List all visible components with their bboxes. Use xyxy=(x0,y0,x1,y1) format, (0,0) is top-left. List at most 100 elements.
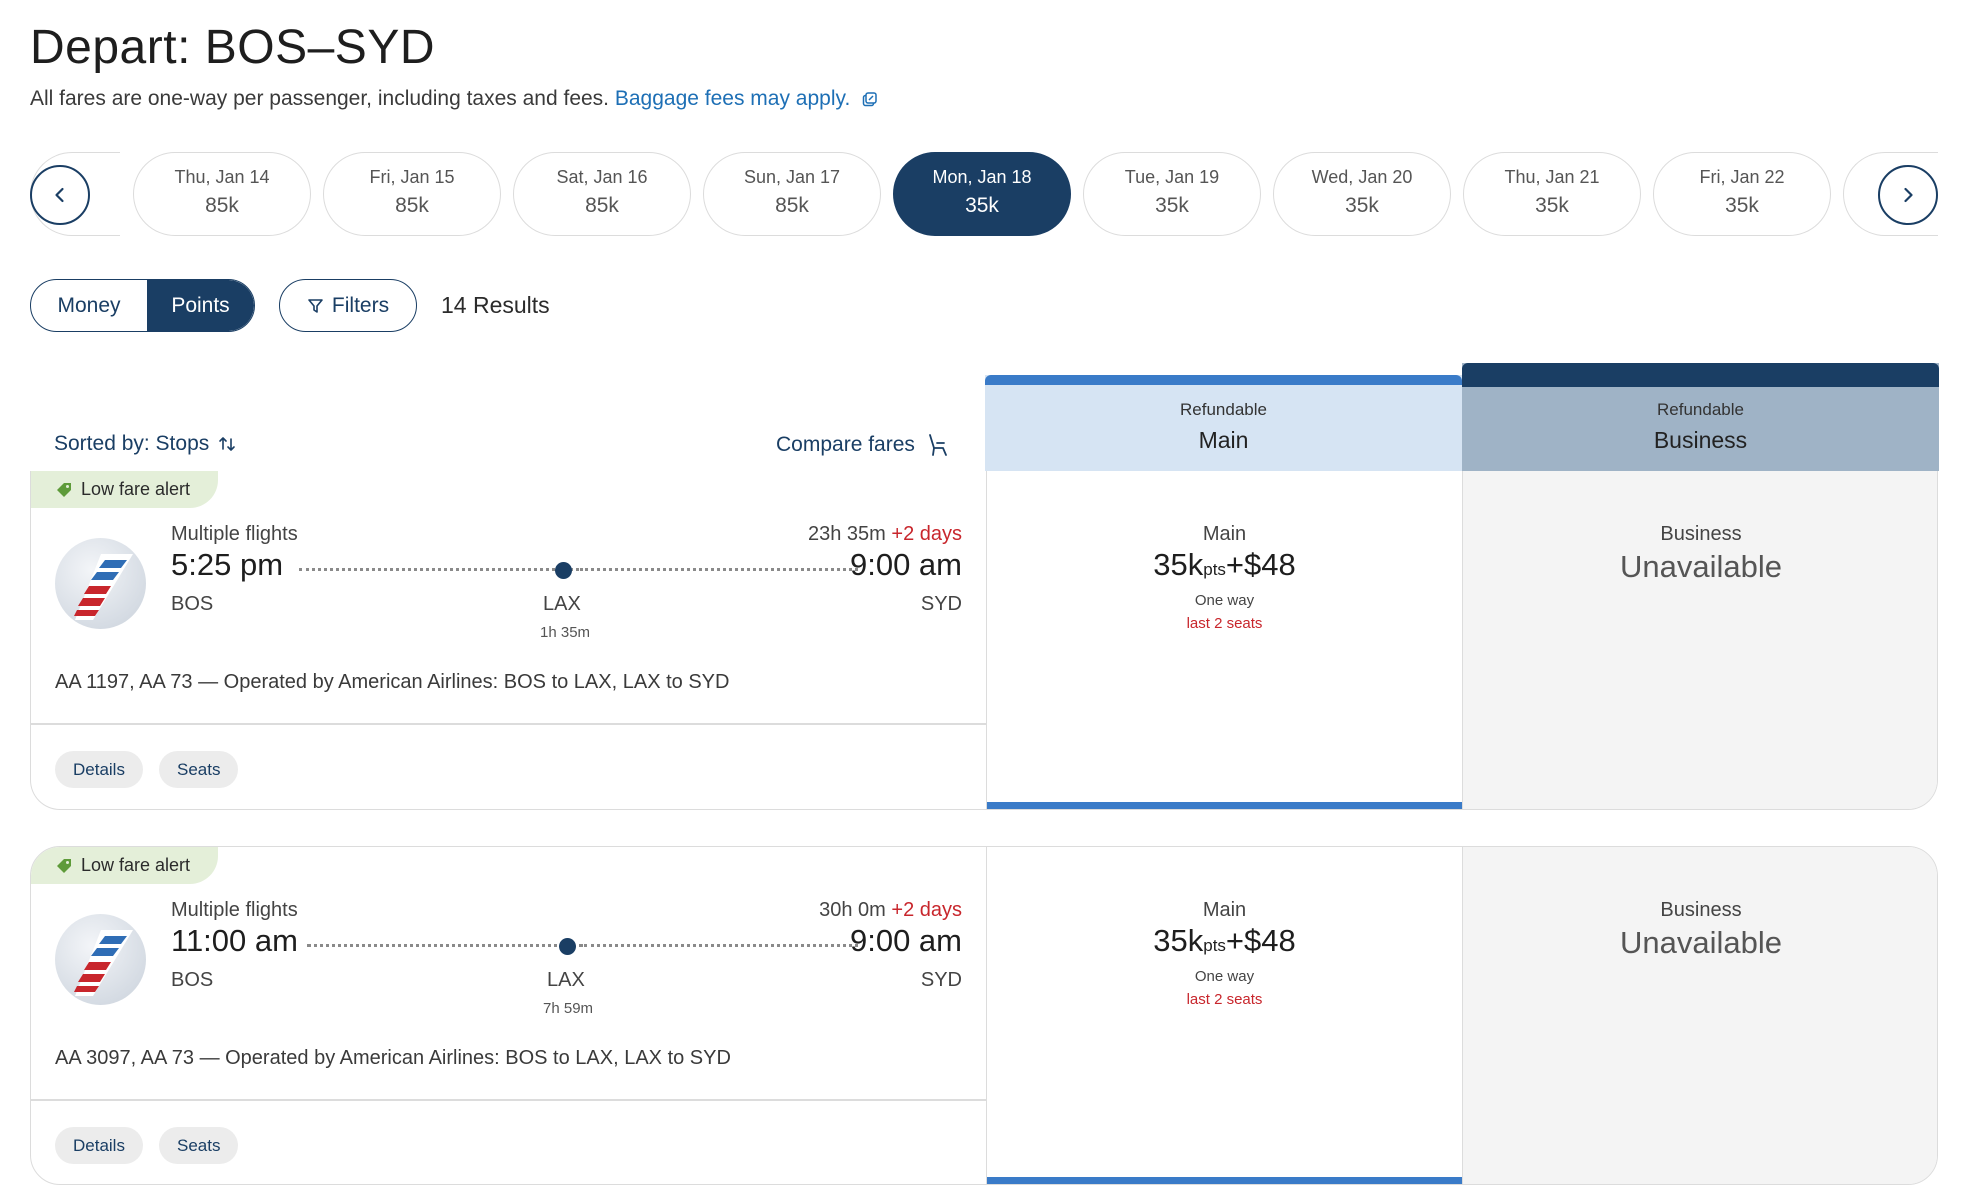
tag-icon xyxy=(57,858,71,873)
date-card[interactable]: Fri, Jan 15 85k xyxy=(323,152,501,236)
date-card[interactable]: Wed, Jan 20 35k xyxy=(1273,152,1451,236)
date-card[interactable]: Sun, Jan 17 85k xyxy=(703,152,881,236)
seats-left-warning: last 2 seats xyxy=(1186,991,1263,1008)
origin-code: BOS xyxy=(171,969,214,991)
layover-duration: 7h 59m xyxy=(543,1000,594,1017)
date-label: Thu, Jan 21 xyxy=(1504,167,1600,187)
flight-type: Multiple flights xyxy=(171,899,298,921)
main-fare-column-header: Refundable Main xyxy=(985,375,1462,471)
airline-tail-icon xyxy=(74,554,133,620)
date-card[interactable]: Tue, Jan 19 35k xyxy=(1083,152,1261,236)
main-cabin-label: Main xyxy=(1198,427,1249,453)
plus-days: +2 days xyxy=(891,899,962,921)
departure-time: 5:25 pm xyxy=(171,547,284,582)
details-button[interactable]: Details xyxy=(55,1127,143,1164)
currency-toggle: Money Points xyxy=(30,279,255,332)
date-price: 85k xyxy=(585,194,619,217)
date-price: 35k xyxy=(1345,194,1379,217)
date-card-selected[interactable]: Mon, Jan 18 35k xyxy=(893,152,1071,236)
details-button[interactable]: Details xyxy=(55,751,143,788)
duration-value: 30h 0m xyxy=(819,899,886,921)
filter-icon xyxy=(308,299,323,313)
compare-fares-label: Compare fares xyxy=(776,433,915,456)
route-line xyxy=(580,568,858,571)
flight-info: Low fare alert Multiple flights 30h 0m +… xyxy=(31,847,986,1184)
departure-time: 11:00 am xyxy=(171,923,298,958)
main-fare-label: Main xyxy=(1202,523,1247,545)
date-price: 35k xyxy=(965,194,999,217)
sort-arrows-icon xyxy=(219,437,236,451)
stop-code: LAX xyxy=(543,593,581,615)
arrival-time: 9:00 am xyxy=(849,923,962,958)
airline-tail-icon xyxy=(74,930,133,996)
filters-button[interactable]: Filters xyxy=(279,279,417,332)
business-refundable-label: Refundable xyxy=(1657,400,1744,419)
sort-selector[interactable]: Sorted by: Stops xyxy=(54,432,237,456)
business-header-accent xyxy=(1462,363,1939,387)
page-title: Depart: BOS–SYD xyxy=(30,21,435,74)
date-prev-button[interactable] xyxy=(30,165,90,225)
main-fare-cell[interactable]: Main 35kpts+$48 One way last 2 seats xyxy=(986,847,1463,1184)
business-fare-cell: Business Unavailable xyxy=(1463,847,1937,1184)
route-line xyxy=(307,944,583,947)
baggage-fees-link[interactable]: Baggage fees may apply. xyxy=(614,87,851,110)
business-fare-cell: Business Unavailable xyxy=(1463,471,1937,809)
operated-by: AA 3097, AA 73 — Operated by American Ai… xyxy=(55,1047,731,1069)
main-fare-price: 35kpts+$48 xyxy=(987,923,1462,959)
business-fare-status: Unavailable xyxy=(1620,549,1782,584)
date-label: Fri, Jan 22 xyxy=(1699,167,1785,187)
sort-label: Sorted by: Stops xyxy=(54,432,210,455)
seats-button[interactable]: Seats xyxy=(159,751,239,788)
main-header-accent xyxy=(985,375,1462,385)
date-price: 35k xyxy=(1725,194,1759,217)
date-card[interactable]: Thu, Jan 14 85k xyxy=(133,152,311,236)
points-amount: 35k xyxy=(1153,547,1204,582)
date-next-button[interactable] xyxy=(1878,165,1938,225)
points-toggle-option[interactable]: Points xyxy=(147,280,254,331)
date-card[interactable]: Fri, Jan 22 35k xyxy=(1653,152,1831,236)
points-amount: 35k xyxy=(1153,923,1204,958)
main-fare-label: Main xyxy=(1202,899,1247,921)
route-line xyxy=(584,944,858,947)
row-divider xyxy=(31,723,986,725)
cash-amount: +$48 xyxy=(1225,923,1296,958)
date-label: Thu, Jan 14 xyxy=(174,167,270,187)
date-label: Fri, Jan 15 xyxy=(369,167,455,187)
date-label: Mon, Jan 18 xyxy=(932,167,1032,187)
row-divider xyxy=(31,1099,986,1101)
date-label: Tue, Jan 19 xyxy=(1124,167,1220,187)
date-label: Wed, Jan 20 xyxy=(1311,167,1413,187)
main-fare-cell[interactable]: Main 35kpts+$48 One way last 2 seats xyxy=(986,471,1463,809)
date-price: 35k xyxy=(1535,194,1569,217)
one-way-label: One way xyxy=(1194,968,1255,985)
origin-code: BOS xyxy=(171,593,214,615)
layover-duration: 1h 35m xyxy=(540,624,591,641)
selected-fare-underline xyxy=(987,1177,1462,1184)
stop-marker xyxy=(559,938,576,955)
date-card[interactable]: Thu, Jan 21 35k xyxy=(1463,152,1641,236)
plus-days: +2 days xyxy=(891,523,962,545)
seats-left-warning: last 2 seats xyxy=(1186,615,1263,632)
business-cabin-label: Business xyxy=(1653,427,1748,453)
chevron-right-icon xyxy=(1904,187,1913,203)
cash-amount: +$48 xyxy=(1225,547,1296,582)
flight-info: Low fare alert Multiple flights 23h 35m … xyxy=(31,471,986,809)
filters-label: Filters xyxy=(331,293,390,317)
low-fare-alert-badge: Low fare alert xyxy=(31,471,219,508)
date-card[interactable]: Sat, Jan 16 85k xyxy=(513,152,691,236)
compare-fares-link[interactable]: Compare fares xyxy=(776,432,951,458)
external-link-icon[interactable] xyxy=(862,92,877,107)
points-unit: pts xyxy=(1203,936,1226,955)
seats-button[interactable]: Seats xyxy=(159,1127,239,1164)
date-price: 85k xyxy=(775,194,809,217)
business-fare-status: Unavailable xyxy=(1620,925,1782,960)
business-fare-label: Business xyxy=(1660,899,1742,921)
american-airlines-logo xyxy=(55,914,146,1005)
date-price: 35k xyxy=(1155,194,1189,217)
date-price: 85k xyxy=(205,194,239,217)
route-line xyxy=(299,568,579,571)
alert-label: Low fare alert xyxy=(81,479,191,499)
money-toggle-option[interactable]: Money xyxy=(57,293,121,317)
flight-type: Multiple flights xyxy=(171,523,298,545)
